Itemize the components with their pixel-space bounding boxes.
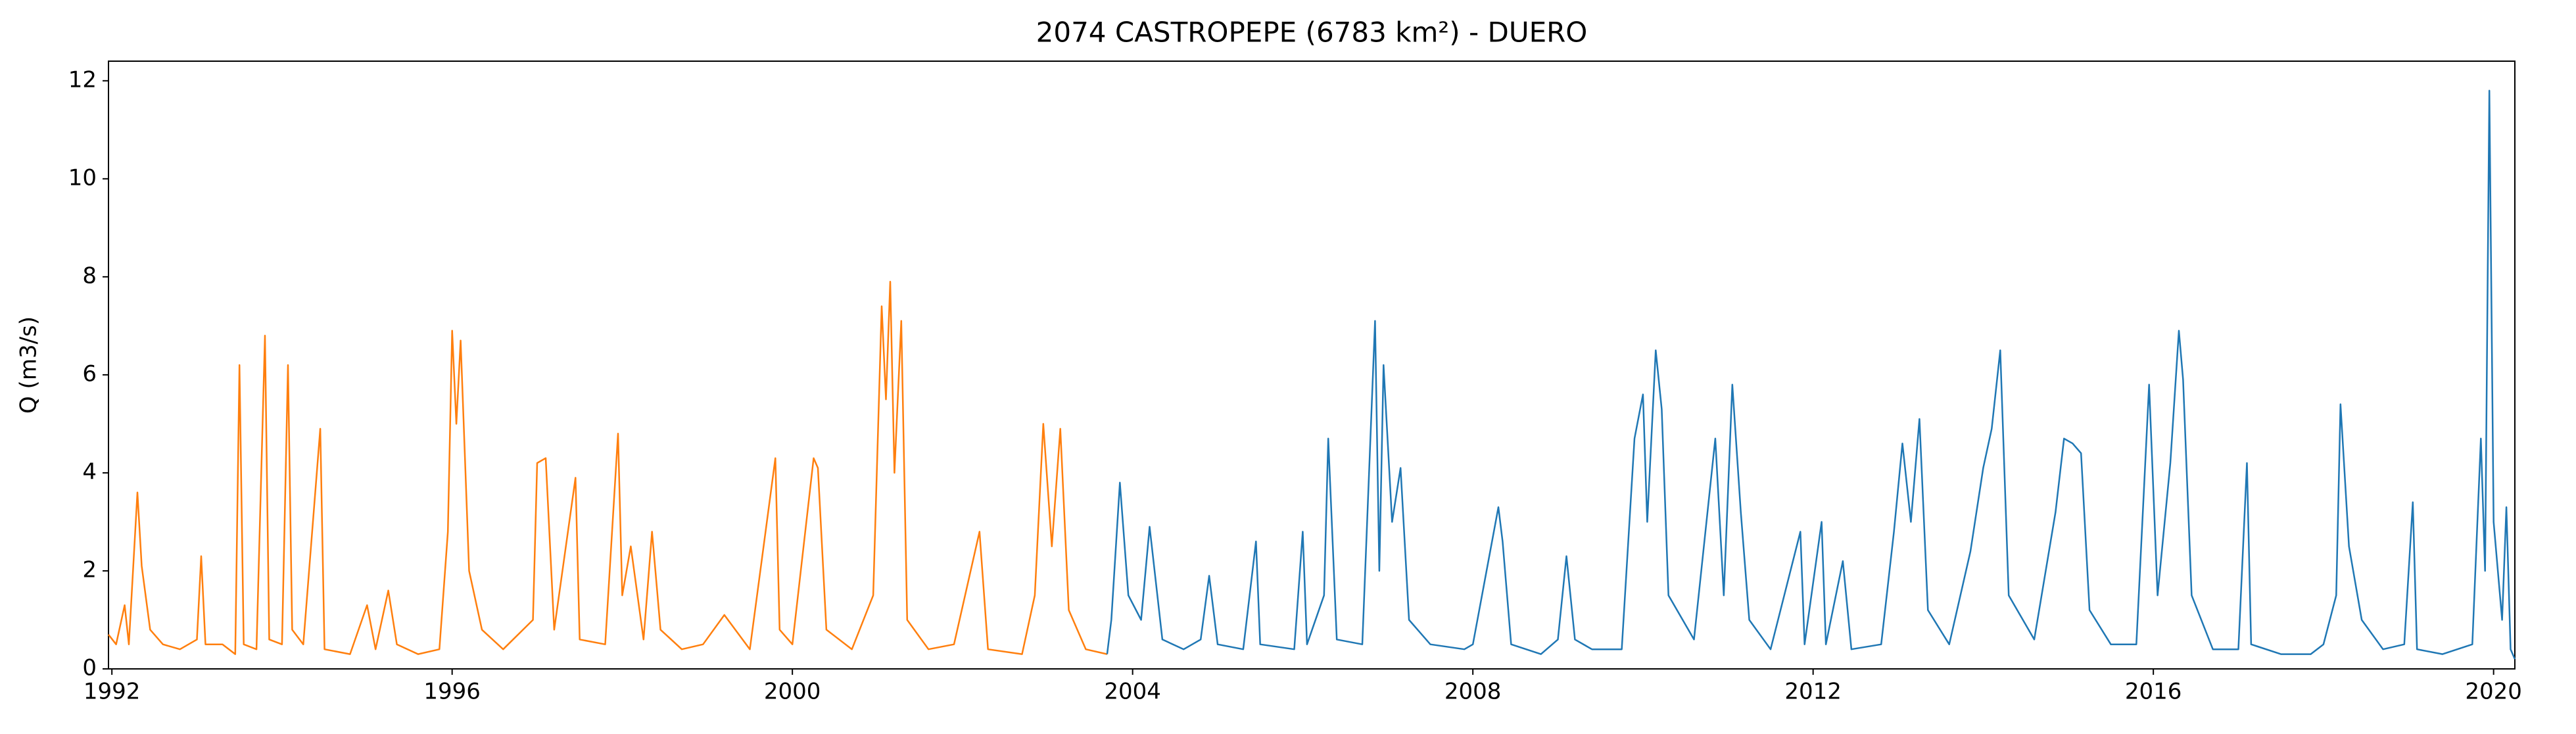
y-axis-label: Q (m3/s)	[16, 316, 42, 414]
y-tick-label: 6	[82, 360, 97, 387]
y-tick-label: 10	[68, 164, 97, 191]
chart-title: 2074 CASTROPEPE (6783 km²) - DUERO	[1036, 16, 1588, 49]
y-tick-label: 8	[82, 262, 97, 289]
y-tick-label: 4	[82, 458, 97, 485]
x-tick-label: 2016	[2125, 679, 2182, 705]
x-tick-label: 1996	[423, 679, 481, 705]
y-tick-label: 0	[82, 655, 97, 681]
series-line	[1106, 89, 2516, 660]
series-line	[108, 281, 1108, 655]
x-tick-label: 2020	[2465, 679, 2522, 705]
x-tick-label: 2012	[1784, 679, 1842, 705]
plot-frame	[108, 61, 2516, 670]
x-tick-label: 1992	[83, 679, 141, 705]
x-tick-label: 2004	[1104, 679, 1161, 705]
x-tick-label: 2000	[764, 679, 821, 705]
y-tick-label: 2	[82, 556, 97, 583]
y-tick-label: 12	[68, 66, 97, 93]
x-tick-label: 2008	[1444, 679, 1502, 705]
